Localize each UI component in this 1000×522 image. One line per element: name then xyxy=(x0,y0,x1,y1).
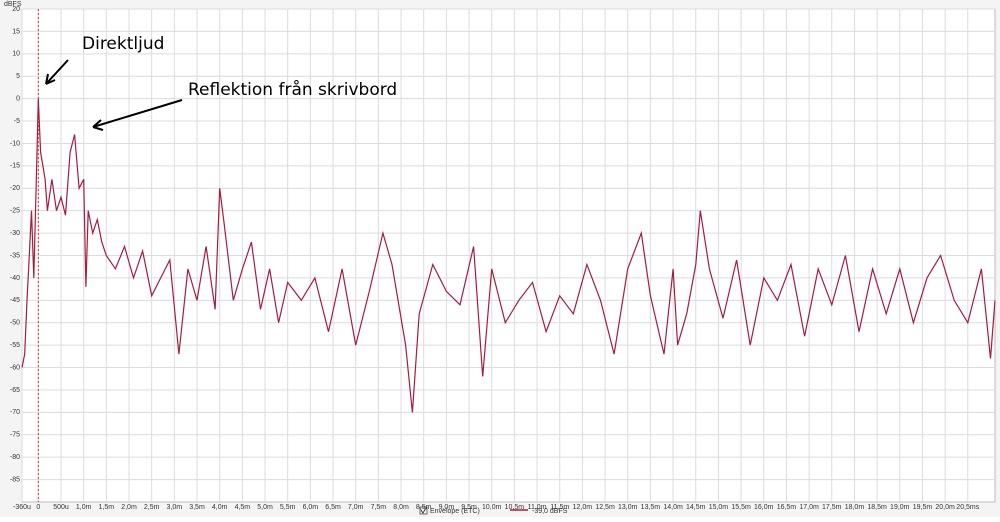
y-tick-label: -10 xyxy=(10,140,20,147)
x-tick-label: 2,0m xyxy=(121,504,137,511)
legend-value: -39,0 dBFS xyxy=(532,508,568,515)
y-tick-label: -80 xyxy=(10,454,20,461)
x-tick-label: 7,0m xyxy=(348,504,364,511)
x-tick-label: 6,0m xyxy=(303,504,319,511)
x-tick-label: 8,5m xyxy=(416,504,432,511)
x-tick-label: 14,5m xyxy=(686,504,706,511)
y-tick-label: -35 xyxy=(10,252,20,259)
x-tick-label: 4,0m xyxy=(212,504,228,511)
y-tick-label: -45 xyxy=(10,297,20,304)
x-tick-label: 8,0m xyxy=(393,504,409,511)
x-tick-label: -360u xyxy=(13,504,31,511)
y-tick-label: 20 xyxy=(12,6,20,13)
x-tick-label: 17,0m xyxy=(799,504,819,511)
y-axis-label: dBFS xyxy=(4,1,22,8)
x-tick-label: 14,0m xyxy=(663,504,683,511)
x-tick-label: 13,0m xyxy=(618,504,638,511)
y-tick-label: -20 xyxy=(10,185,20,192)
x-tick-label: 13,5m xyxy=(641,504,661,511)
legend-label: Envelope (ETC) xyxy=(430,508,480,515)
y-tick-label: -70 xyxy=(10,409,20,416)
x-tick-label: 500u xyxy=(53,504,69,511)
y-tick-label: -5 xyxy=(14,118,20,125)
y-tick-label: -75 xyxy=(10,432,20,439)
y-tick-label: -25 xyxy=(10,208,20,215)
legend-checkbox[interactable] xyxy=(419,506,428,515)
x-tick-label: 9,0m xyxy=(439,504,455,511)
y-tick-label: 5 xyxy=(16,73,20,80)
y-tick-label: -30 xyxy=(10,230,20,237)
x-tick-label: 3,5m xyxy=(189,504,205,511)
y-tick-label: -85 xyxy=(10,476,20,483)
y-tick-label: -65 xyxy=(10,387,20,394)
x-tick-label: 20,0m xyxy=(935,504,955,511)
checkmark xyxy=(420,507,427,514)
x-tick-label: 19,0m xyxy=(890,504,910,511)
x-tick-label: 18,5m xyxy=(867,504,887,511)
y-tick-label: 0 xyxy=(16,95,20,102)
x-tick-label: 15,0m xyxy=(709,504,729,511)
x-tick-label: 12,5m xyxy=(595,504,615,511)
x-tick-label: 10,0m xyxy=(482,504,502,511)
x-tick-label: 9,5m xyxy=(461,504,477,511)
x-tick-label: 5,0m xyxy=(257,504,273,511)
x-tick-label: 11,5m xyxy=(550,504,569,511)
annotation-arrow xyxy=(92,99,183,131)
annotation: Direktljud xyxy=(82,34,164,54)
x-tick-label: 18,0m xyxy=(845,504,865,511)
y-tick-label: -50 xyxy=(10,320,20,327)
y-tick-label: 10 xyxy=(12,51,20,58)
y-tick-label: -40 xyxy=(10,275,20,282)
y-tick-label: -60 xyxy=(10,364,20,371)
x-tick-label: 4,5m xyxy=(235,504,251,511)
annotation: Reflektion från skrivbord xyxy=(188,79,397,100)
x-tick-label: 17,5m xyxy=(822,504,842,511)
x-tick-label: 7,5m xyxy=(371,504,387,511)
x-tick-label: 1,5m xyxy=(99,504,115,511)
x-tick-label: 12,0m xyxy=(573,504,593,511)
x-tick-label: 20,5ms xyxy=(956,504,979,511)
y-tick-label: 15 xyxy=(12,28,20,35)
x-tick-label: 15,5m xyxy=(731,504,751,511)
x-tick-label: 11,0m xyxy=(528,504,547,511)
x-tick-label: 2,5m xyxy=(144,504,160,511)
x-tick-label: 1,0m xyxy=(76,504,92,511)
x-tick-label: 6,5m xyxy=(325,504,341,511)
x-tick-label: 19,5m xyxy=(913,504,933,511)
x-tick-label: 10,5m xyxy=(505,504,525,511)
x-tick-label: 16,5m xyxy=(777,504,797,511)
x-tick-label: 16,0m xyxy=(754,504,774,511)
x-tick-label: 3,0m xyxy=(167,504,183,511)
annotation-arrow xyxy=(45,59,69,85)
etc-line xyxy=(21,98,996,413)
x-tick-label: 5,5m xyxy=(280,504,296,511)
y-tick-label: -15 xyxy=(10,163,20,170)
x-tick-label: 0 xyxy=(36,504,40,511)
y-tick-label: -55 xyxy=(10,342,20,349)
